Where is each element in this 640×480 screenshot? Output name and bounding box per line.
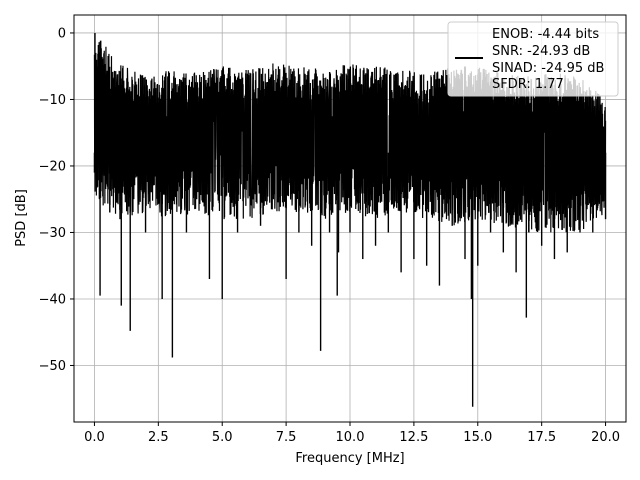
legend-sinad: SINAD: -24.95 dB xyxy=(492,61,604,76)
x-tick-label: 0.0 xyxy=(84,430,105,445)
y-tick-label: −30 xyxy=(39,226,66,241)
y-tick-label: −20 xyxy=(39,159,66,174)
y-axis-ticks: 0 −10 −20 −30 −40 −50 xyxy=(39,26,74,374)
x-axis-ticks: 0.0 2.5 5.0 7.5 10.0 12.5 15.0 17.5 20.0 xyxy=(84,422,620,445)
y-tick-label: −50 xyxy=(39,359,66,374)
x-axis-label: Frequency [MHz] xyxy=(295,451,404,466)
x-tick-label: 2.5 xyxy=(148,430,169,445)
x-tick-label: 5.0 xyxy=(212,430,233,445)
x-tick-label: 7.5 xyxy=(276,430,297,445)
x-tick-label: 20.0 xyxy=(591,430,620,445)
x-tick-label: 12.5 xyxy=(399,430,428,445)
legend: ENOB: -4.44 bits SNR: -24.93 dB SINAD: -… xyxy=(447,21,619,97)
y-tick-label: 0 xyxy=(58,26,66,41)
x-tick-label: 10.0 xyxy=(336,430,365,445)
legend-snr: SNR: -24.93 dB xyxy=(492,44,590,59)
x-tick-label: 17.5 xyxy=(527,430,556,445)
y-tick-label: −10 xyxy=(39,93,66,108)
x-tick-label: 15.0 xyxy=(463,430,492,445)
legend-box xyxy=(447,21,619,97)
legend-enob: ENOB: -4.44 bits xyxy=(492,27,599,42)
psd-spikes xyxy=(93,32,607,407)
legend-sfdr: SFDR: 1.77 xyxy=(492,77,564,92)
y-tick-label: −40 xyxy=(39,292,66,307)
y-axis-label: PSD [dB] xyxy=(14,189,29,247)
